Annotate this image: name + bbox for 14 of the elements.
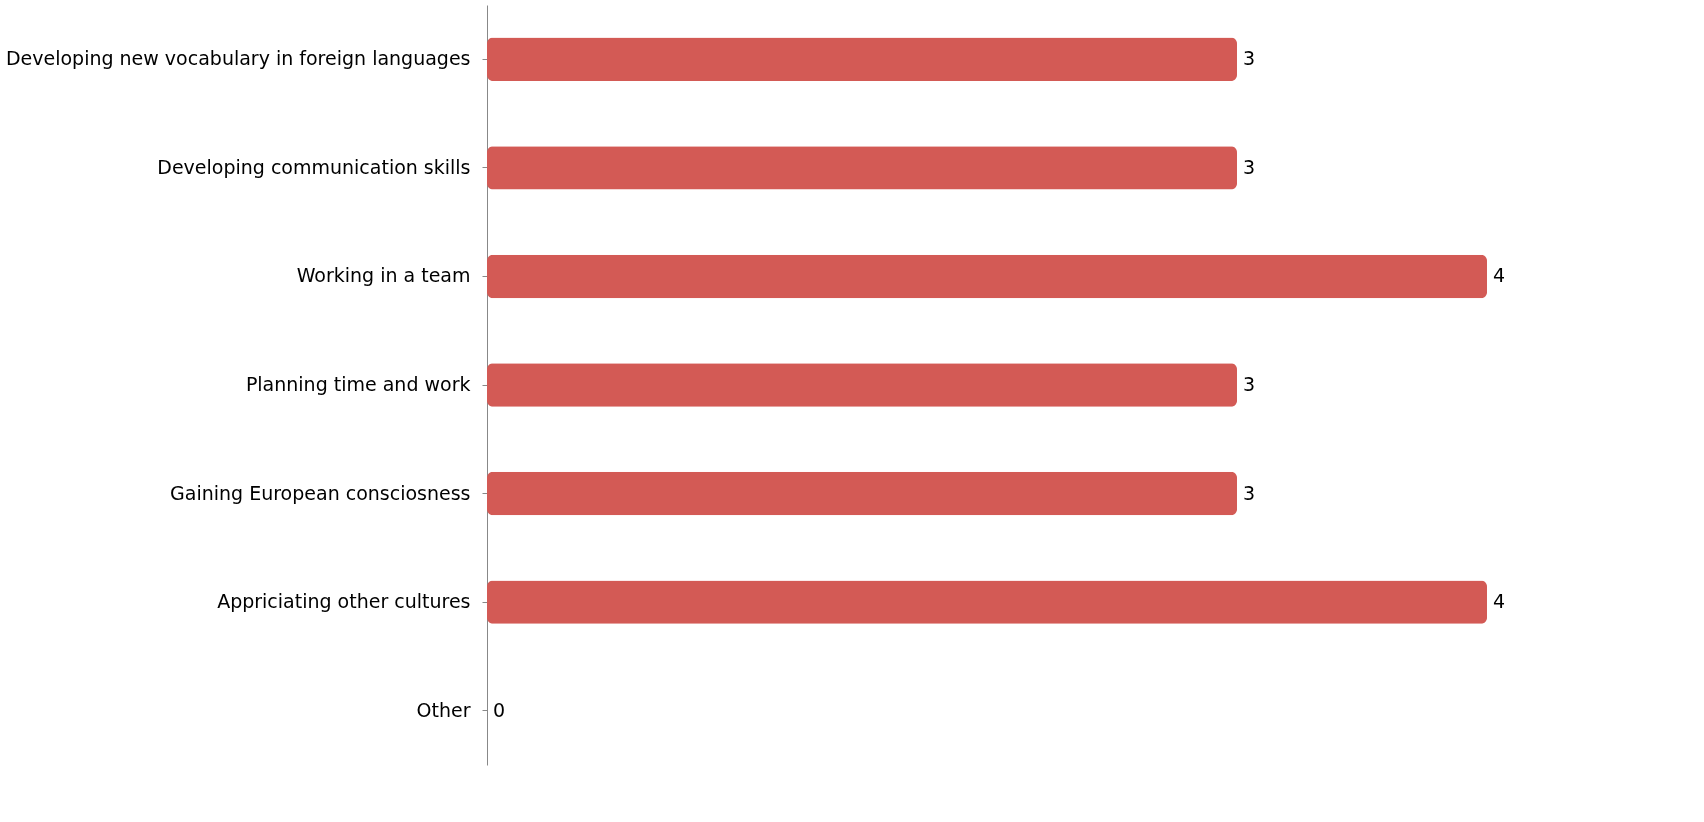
data-label: 3 — [1243, 155, 1256, 178]
y-tick-label: Planning time and work — [245, 373, 471, 395]
y-tick-label: Working in a team — [296, 264, 471, 287]
data-label: 0 — [493, 698, 506, 721]
y-tick-label: Gaining European consciosness — [170, 481, 471, 504]
data-label: 3 — [1243, 481, 1256, 504]
data-label: 3 — [1243, 373, 1256, 395]
data-label: 3 — [1243, 47, 1256, 70]
y-tick-label: Developing communication skills — [157, 155, 471, 178]
y-tick-label: Developing new vocabulary in foreign languages — [5, 47, 471, 70]
data-label: 4 — [1493, 590, 1506, 613]
y-tick-label: Other — [416, 698, 471, 721]
y-tick-label: Appriciating other cultures — [217, 590, 471, 613]
data-label: 4 — [1493, 264, 1506, 287]
